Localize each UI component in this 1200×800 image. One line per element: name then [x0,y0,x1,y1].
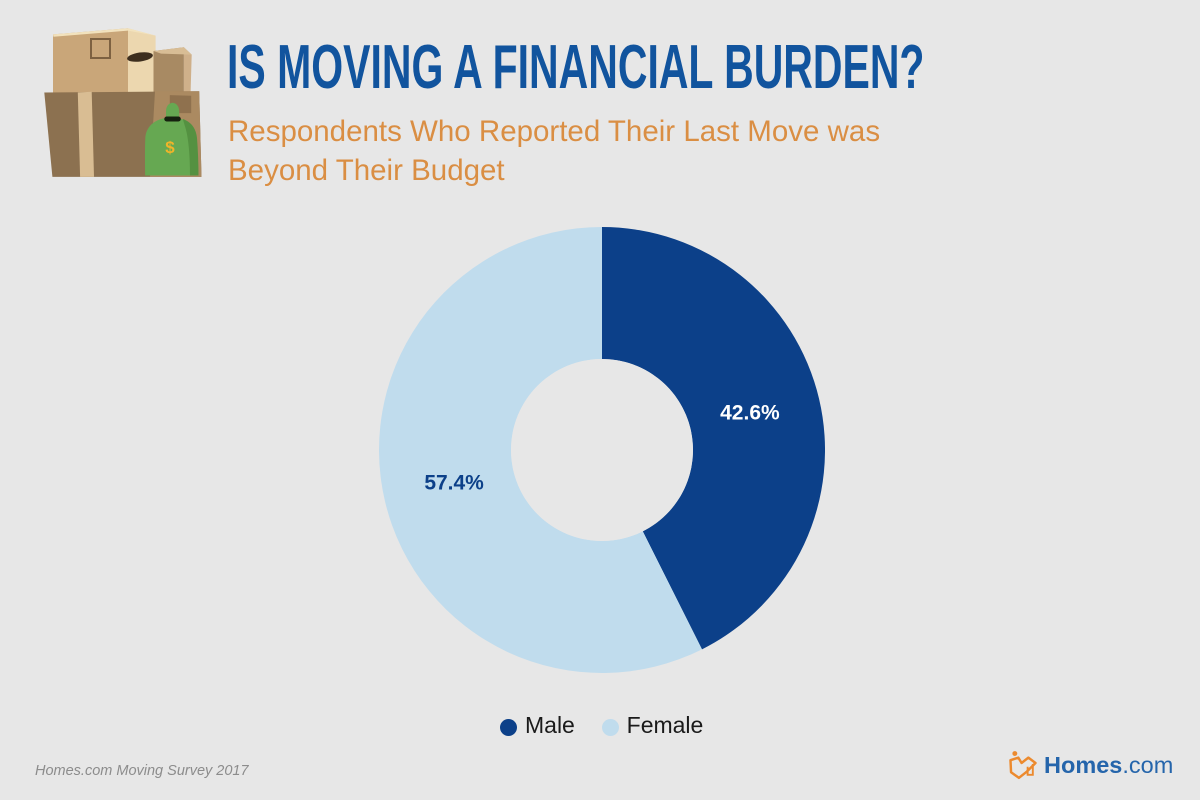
svg-text:57.4%: 57.4% [424,472,484,495]
svg-text:$: $ [165,138,175,157]
svg-text:42.6%: 42.6% [720,402,780,425]
